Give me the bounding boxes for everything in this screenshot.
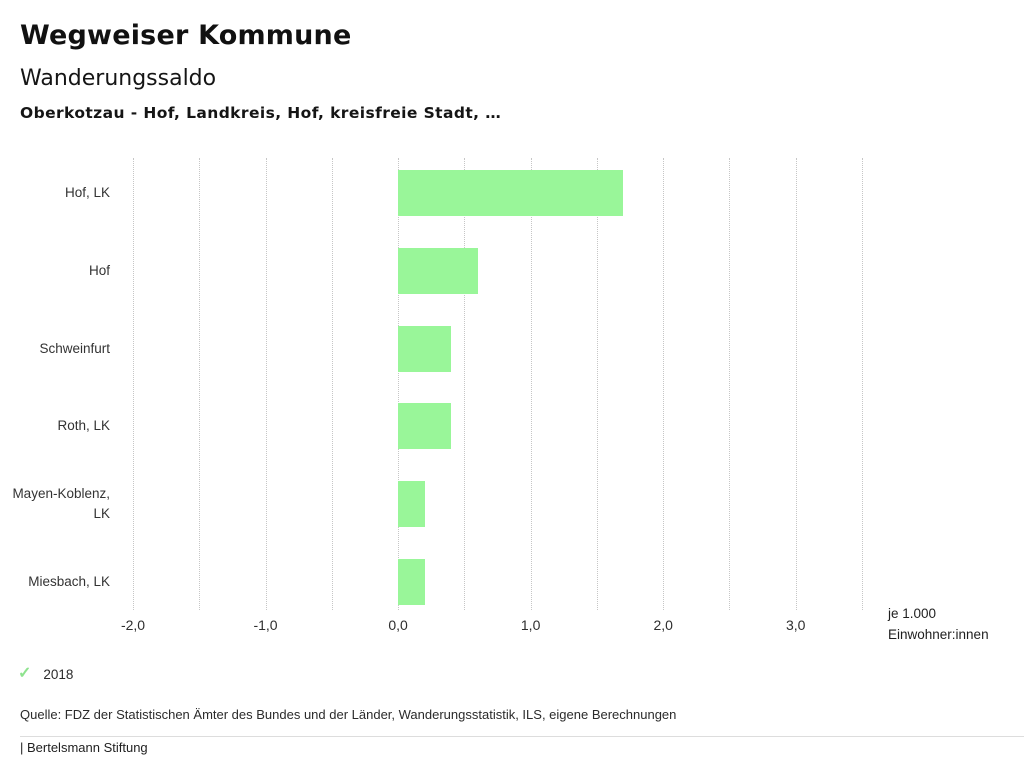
legend-year-label: 2018	[43, 666, 74, 682]
gridline	[464, 158, 466, 610]
gridline	[862, 158, 863, 610]
chart-row: Roth, LK	[0, 403, 1024, 450]
gridline	[133, 158, 134, 610]
category-label: Hof	[88, 262, 110, 278]
gridline	[663, 158, 665, 610]
category-label: Miesbach, LK	[28, 574, 110, 589]
source-text: Quelle: FDZ der Statistischen Ämter des …	[20, 707, 677, 722]
bar-2018[interactable]	[398, 247, 478, 294]
app-title: Wegweiser Kommune	[20, 20, 352, 51]
category-label: Mayen-Koblenz, LK	[12, 486, 110, 522]
bar-2018[interactable]	[398, 481, 425, 528]
axis-unit-note: je 1.000 Einwohner:innen	[888, 603, 989, 645]
x-tick-label: 1,0	[520, 617, 541, 633]
footer-divider	[20, 736, 1024, 737]
x-tick-label: -2,0	[120, 617, 146, 633]
chart-title: Wanderungssaldo	[20, 66, 217, 91]
brand-text: | Bertelsmann Stiftung	[20, 740, 148, 755]
gridline	[596, 158, 598, 610]
x-tick-label: 2,0	[653, 617, 673, 633]
bar-2018[interactable]	[398, 559, 425, 605]
gridline	[729, 158, 731, 610]
gridline	[398, 158, 400, 610]
gridline	[265, 158, 267, 610]
category-label: Schweinfurt	[39, 340, 110, 356]
bar-2018[interactable]	[398, 170, 624, 216]
x-tick-label: -1,0	[253, 617, 278, 633]
bar-2018[interactable]	[398, 325, 452, 372]
chart-context-line: Oberkotzau - Hof, Landkreis, Hof, kreisf…	[20, 104, 502, 122]
gridline	[530, 158, 532, 610]
gridline	[199, 158, 201, 610]
chart-row: Hof, LK	[0, 170, 1024, 216]
axis-unit-note-line1: je 1.000	[888, 606, 937, 621]
bar-2018[interactable]	[398, 403, 452, 450]
chart-row: Hof	[0, 247, 1024, 294]
chart-row: Miesbach, LK	[0, 559, 1024, 605]
chart-row: Schweinfurt	[0, 325, 1024, 372]
category-label: Hof, LK	[64, 185, 110, 200]
legend-item-2018[interactable]: ✓ 2018	[18, 666, 73, 682]
x-tick-label: 0,0	[388, 617, 408, 633]
x-tick-label: 3,0	[785, 617, 806, 633]
gridline	[331, 158, 333, 610]
chart-row: Mayen-Koblenz, LK	[0, 481, 1024, 528]
gridline	[795, 158, 797, 610]
check-icon: ✓	[18, 665, 32, 682]
axis-unit-note-line2: Einwohner:innen	[888, 627, 989, 642]
category-label: Roth, LK	[57, 418, 110, 434]
